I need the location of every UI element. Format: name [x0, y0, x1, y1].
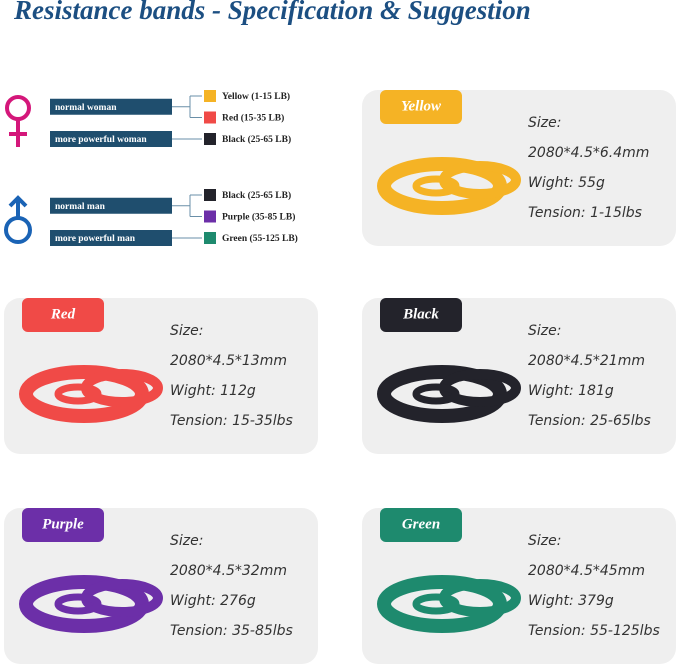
badge — [380, 90, 462, 124]
badge-text: Black — [402, 306, 439, 322]
badge-text: Green — [402, 516, 440, 532]
band-outer — [19, 575, 149, 633]
male-symbol — [4, 195, 32, 244]
card: Purple Size: 2080*4.5*32mm Wight: 276g Tensi… — [4, 508, 318, 664]
spec-size: 2080*4.5*6.4mm — [528, 145, 649, 161]
badge — [22, 298, 104, 332]
swatch — [204, 111, 216, 124]
swatch — [204, 189, 216, 201]
card: Yellow Size: 2080*4.5*6.4mm Wight: 55g Tensi… — [362, 90, 676, 246]
spec-weight: Wight: 55g — [528, 175, 605, 191]
band-name: Green (55-125 LB) — [222, 233, 298, 244]
band-outer — [377, 157, 507, 215]
band-name: Red (15-35 LB) — [222, 113, 284, 124]
badge — [22, 508, 104, 542]
spec-size-label: Size: — [170, 533, 203, 549]
swatch — [204, 232, 216, 244]
label-text: normal man — [55, 202, 106, 212]
swatch — [204, 133, 216, 145]
card: Red Size: 2080*4.5*13mm Wight: 112g Tension:… — [4, 298, 318, 454]
badge-text: Red — [50, 306, 76, 322]
band-name: Purple (35-85 LB) — [222, 212, 295, 223]
band-inner — [54, 593, 102, 615]
badge-text: Yellow — [401, 98, 442, 114]
spec-tension: Tension: 15-35lbs — [170, 413, 293, 429]
spec-size: 2080*4.5*13mm — [170, 353, 287, 369]
band-name: Black (25-65 LB) — [222, 190, 291, 201]
spec-size: 2080*4.5*45mm — [528, 563, 645, 579]
band-name: Yellow (1-15 LB) — [222, 91, 290, 102]
title: Resistance bands - Specification & Sugge… — [13, 0, 531, 25]
spec-tension: Tension: 35-85lbs — [170, 623, 293, 639]
label-box — [50, 98, 172, 115]
band-outer — [377, 365, 507, 423]
female-symbol — [5, 95, 31, 147]
spec-size-label: Size: — [170, 323, 203, 339]
card: Green Size: 2080*4.5*45mm Wight: 379g Tensio… — [362, 508, 676, 664]
band-name: Black (25-65 LB) — [222, 134, 291, 145]
band-outer — [19, 365, 149, 423]
spec-tension: Tension: 1-15lbs — [528, 205, 642, 221]
swatch — [204, 210, 216, 223]
badge — [380, 298, 462, 332]
card: Black Size: 2080*4.5*21mm Wight: 181g Tensio… — [362, 298, 676, 454]
label-box — [50, 131, 172, 147]
spec-size: 2080*4.5*32mm — [170, 563, 287, 579]
label-text: more powerful woman — [55, 135, 147, 145]
spec-weight: Wight: 276g — [170, 593, 256, 609]
spec-size-label: Size: — [528, 115, 561, 131]
band-outer — [377, 575, 507, 633]
band-inner — [412, 593, 460, 615]
spec-tension: Tension: 25-65lbs — [528, 413, 651, 429]
swatch — [204, 90, 216, 102]
band-inner — [412, 383, 460, 405]
badge-text: Purple — [42, 516, 84, 532]
label-box — [50, 197, 172, 214]
badge — [380, 508, 462, 542]
spec-weight: Wight: 181g — [528, 383, 614, 399]
label-text: more powerful man — [55, 234, 136, 244]
spec-size: 2080*4.5*21mm — [528, 353, 645, 369]
band-inner — [412, 175, 460, 197]
spec-size-label: Size: — [528, 533, 561, 549]
label-box — [50, 230, 172, 246]
spec-weight: Wight: 379g — [528, 593, 614, 609]
label-text: normal woman — [55, 103, 117, 113]
band-inner — [54, 383, 102, 405]
spec-weight: Wight: 112g — [170, 383, 256, 399]
spec-size-label: Size: — [528, 323, 561, 339]
spec-tension: Tension: 55-125lbs — [528, 623, 660, 639]
